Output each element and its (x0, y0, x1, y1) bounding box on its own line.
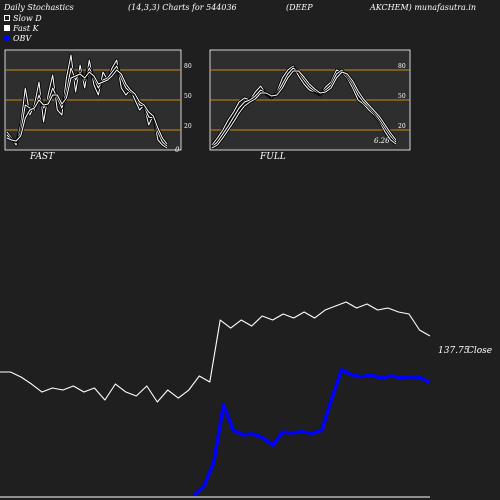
slow-d-swatch-icon (4, 15, 10, 21)
legend-obv: OBV (4, 33, 42, 43)
fast-y-tick-20: 20 (184, 123, 192, 130)
legend-fast-k: Fast K (4, 23, 42, 33)
legend: Slow D Fast K OBV (4, 13, 42, 43)
fast-y-tick-80: 80 (184, 63, 192, 70)
full-series-0-line (211, 65, 397, 146)
company-name-part1: (DEEP (286, 3, 313, 12)
close-label: Close (467, 346, 492, 356)
last-price-label: 137.75 (438, 346, 470, 356)
legend-obv-label: OBV (13, 33, 32, 43)
obv-swatch-icon (4, 35, 10, 41)
company-name-part2: AKCHEM) munafasutra.in (370, 3, 477, 12)
full-last-value-label: 6.26 (374, 137, 390, 145)
fast-last-value-label: 0 (175, 146, 180, 154)
chart-title: Daily Stochastics (4, 3, 74, 12)
price-line (0, 301, 431, 403)
full-y-tick-50: 50 (398, 93, 406, 100)
chart-params: (14,3,3) Charts for 544036 (128, 3, 237, 12)
full-series-1-line (211, 67, 397, 148)
obv-line (192, 368, 431, 497)
full-series-2-line (211, 70, 397, 149)
full-panel-label: FULL (260, 152, 286, 162)
full-y-tick-20: 20 (398, 123, 406, 130)
legend-fast-k-label: Fast K (13, 23, 39, 33)
fast-k-swatch-icon (4, 25, 10, 31)
full-y-tick-80: 80 (398, 63, 406, 70)
fast-series-2-line (6, 69, 168, 145)
legend-slow-d: Slow D (4, 13, 42, 23)
fast-panel-label: FAST (30, 152, 55, 162)
legend-slow-d-label: Slow D (13, 13, 42, 23)
fast-y-tick-50: 50 (184, 93, 192, 100)
